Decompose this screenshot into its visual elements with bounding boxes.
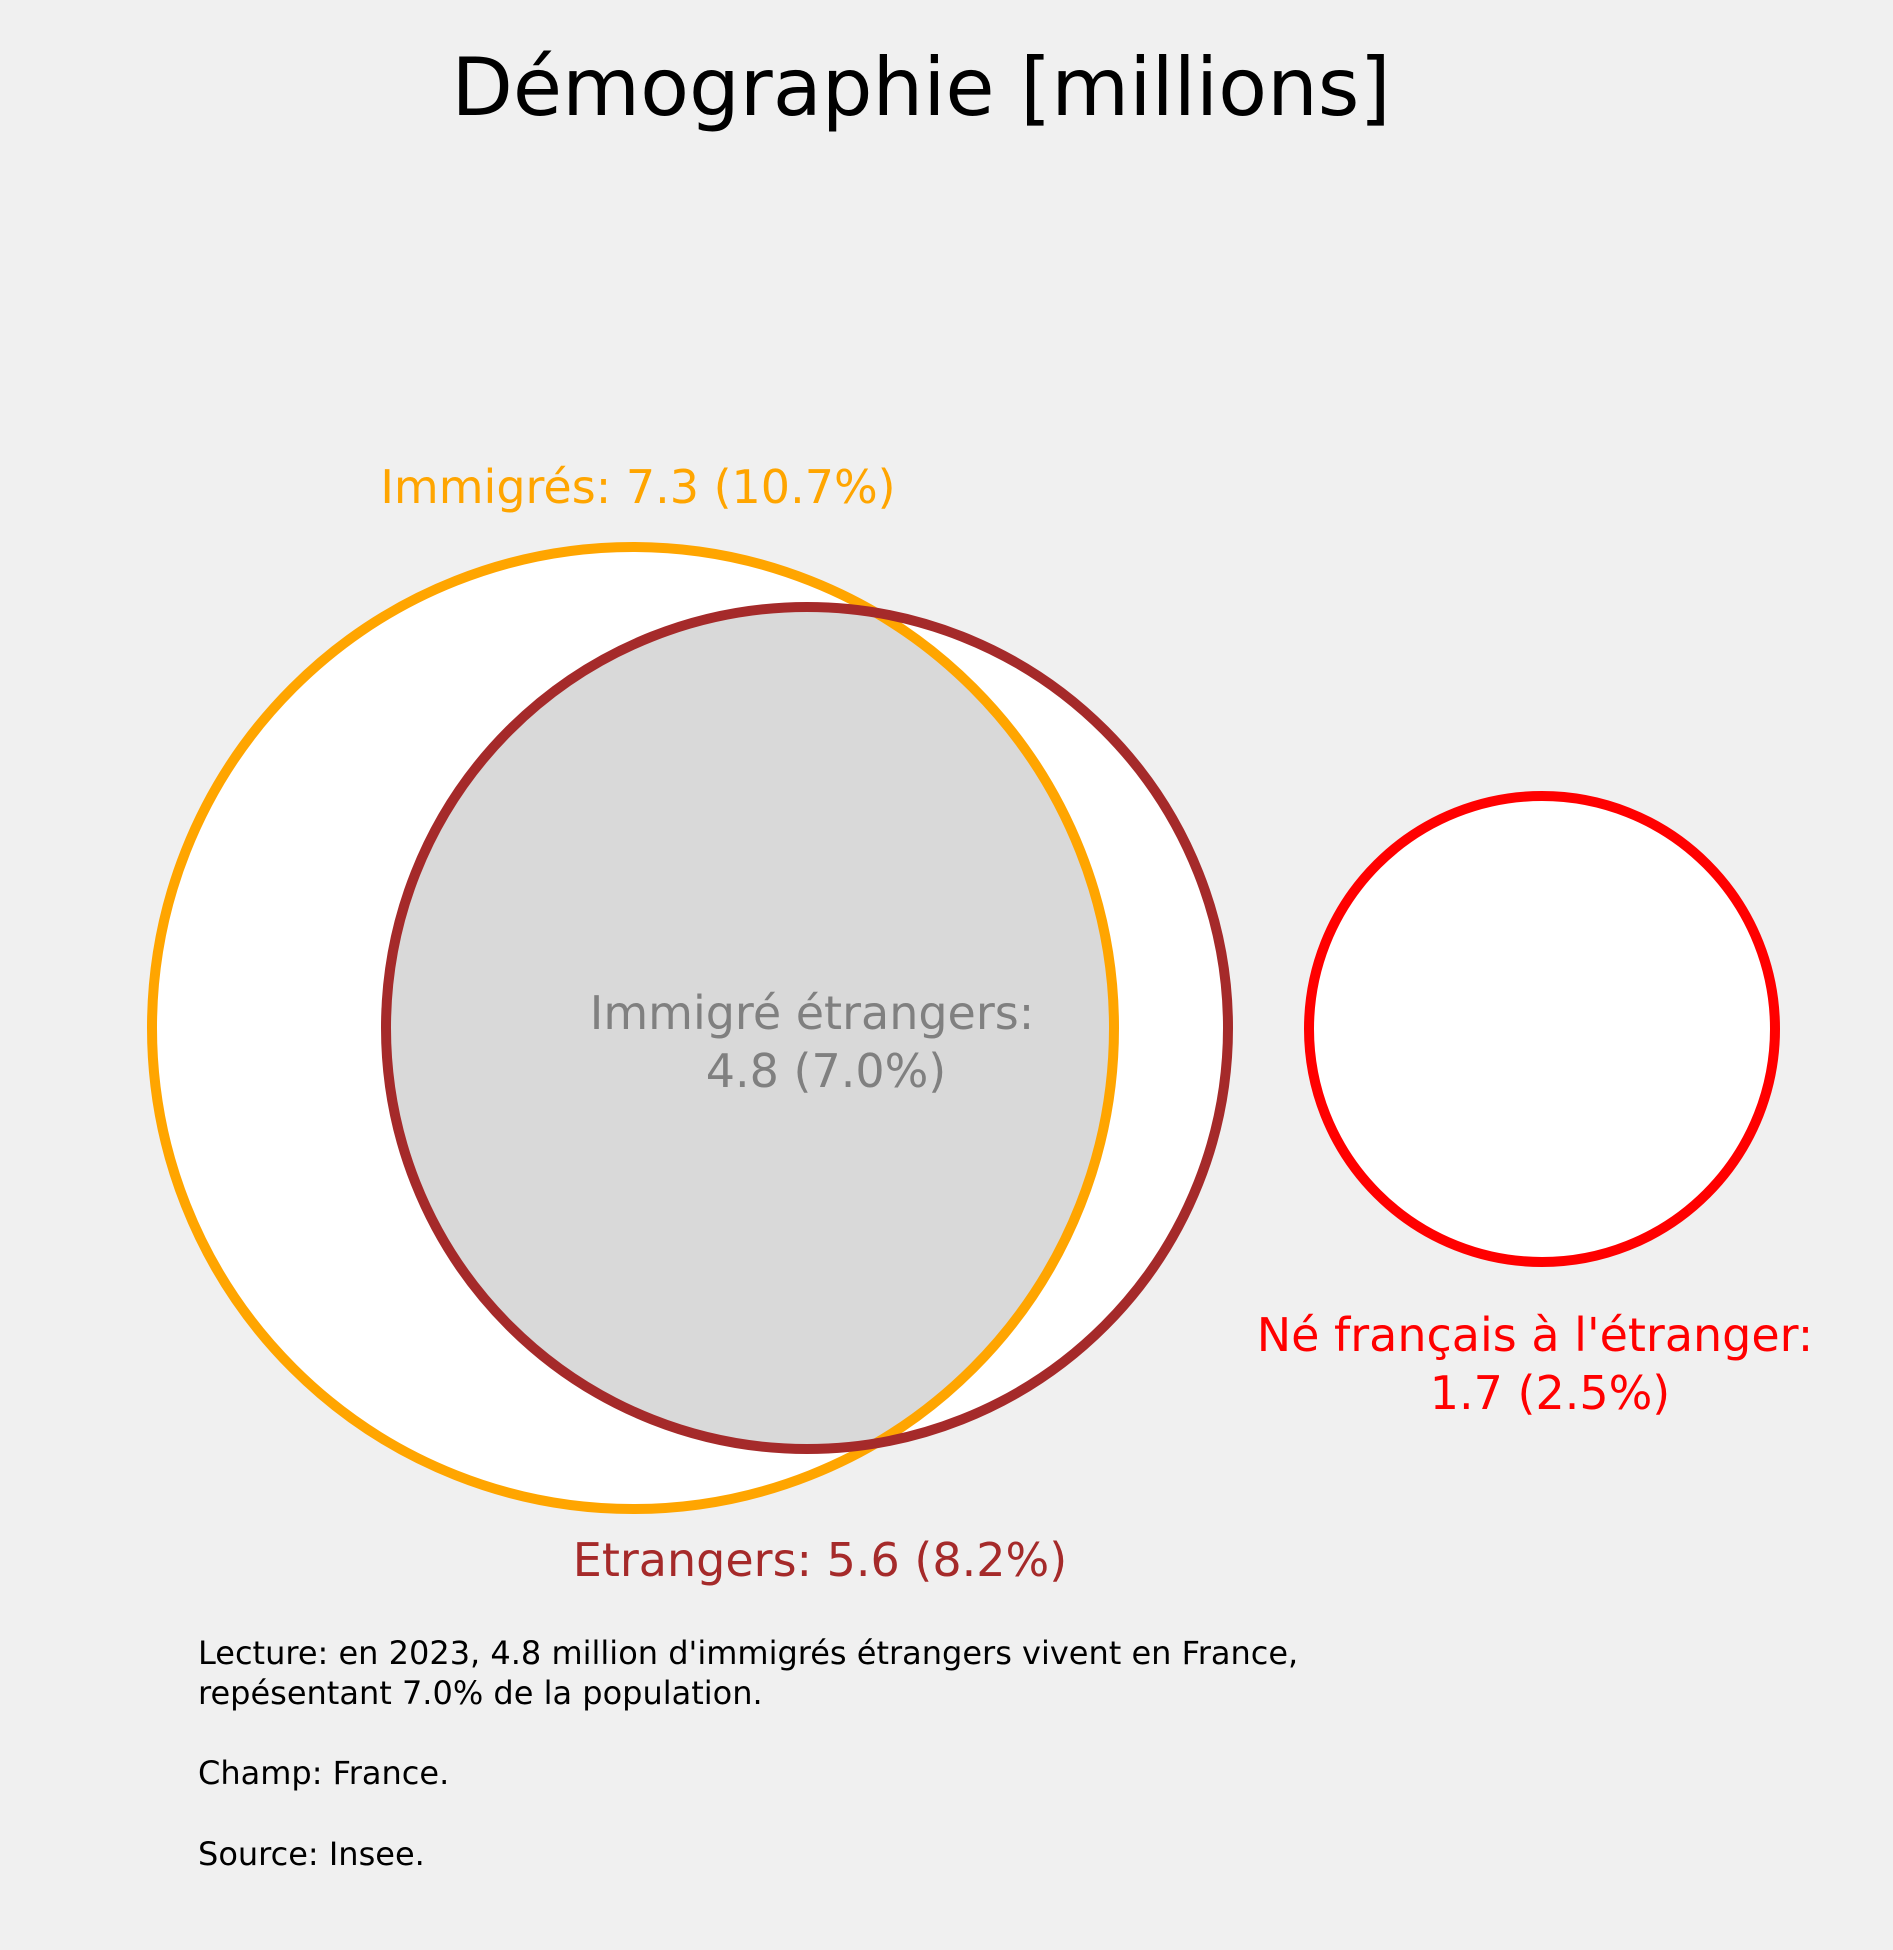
etrangers-circle-outline (381, 602, 1233, 1454)
immigres-circle-outline (147, 542, 1119, 1514)
etrangers-label: Etrangers: 5.6 (8.2%) (573, 1533, 1067, 1587)
footnote-reading-line1: Lecture: en 2023, 4.8 million d'immigrés… (198, 1634, 1298, 1672)
chart-title: Démographie [millions] (451, 41, 1390, 134)
ne-francais-circle-outline (1304, 791, 1780, 1267)
intersection-region (386, 607, 1114, 1449)
ne-francais-label-line2: 1.7 (2.5%) (1430, 1366, 1671, 1420)
intersection-label-line2: 4.8 (7.0%) (706, 1044, 947, 1098)
footnote-source: Source: Insee. (198, 1835, 425, 1873)
footnote-champ: Champ: France. (198, 1754, 449, 1792)
ne-francais-circle-fill (1309, 796, 1775, 1262)
intersection-label-line1: Immigré étrangers: (590, 986, 1034, 1040)
ne-francais-label-line1: Né français à l'étranger: (1257, 1308, 1814, 1362)
footnote-reading-line2: repésentant 7.0% de la population. (198, 1674, 763, 1712)
immigres-label: Immigrés: 7.3 (10.7%) (380, 460, 895, 514)
